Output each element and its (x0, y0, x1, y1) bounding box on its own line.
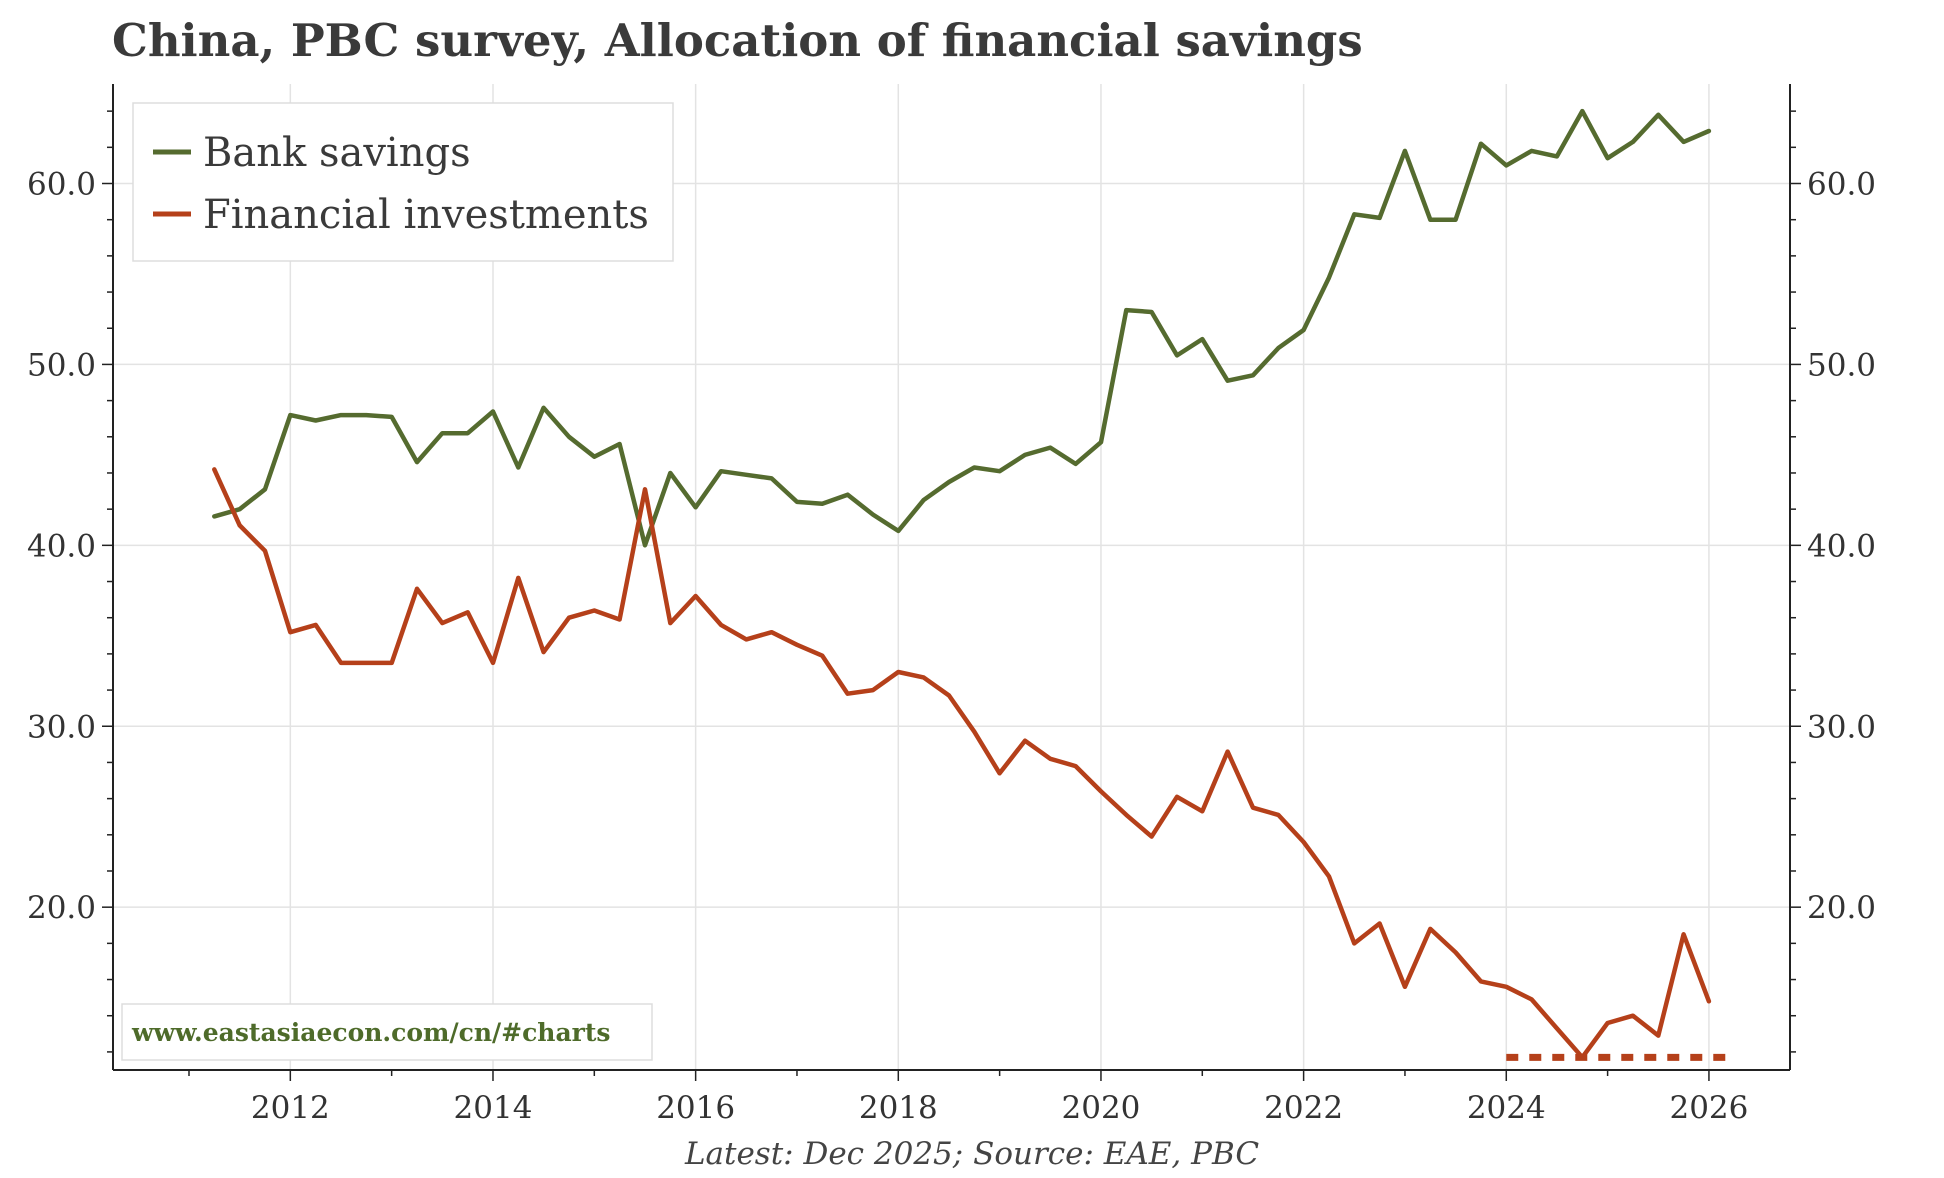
watermark-text: www.eastasiaecon.com/cn/#charts (131, 1018, 610, 1047)
y-left-tick-label: 40.0 (27, 528, 96, 564)
x-tick-label: 2016 (656, 1090, 735, 1126)
series-line-financial-investments (212, 467, 1712, 1060)
chart-footer-source: Latest: Dec 2025; Source: EAE, PBC (684, 1136, 1260, 1172)
axis-layer: 2012 2014 2016 2018 2020 2022 2024 2026 20.0 20.0… (27, 84, 1876, 1126)
y-right-tick-label: 50.0 (1807, 347, 1876, 383)
y-left-tick-label: 20.0 (27, 890, 96, 926)
legend-label-bank-savings: Bank savings (203, 130, 471, 176)
y-left-tick-label: 50.0 (27, 347, 96, 383)
x-tick-label: 2024 (1467, 1090, 1546, 1126)
legend-label-financial-investments: Financial investments (203, 192, 649, 238)
y-left-tick-label: 60.0 (27, 167, 96, 203)
watermark-box (121, 1003, 653, 1061)
x-tick-label: 2022 (1264, 1090, 1343, 1126)
y-right-tick-label: 40.0 (1807, 528, 1876, 564)
x-tick-label: 2012 (251, 1090, 330, 1126)
x-tick-label: 2014 (454, 1090, 533, 1126)
watermark-link[interactable]: www.eastasiaecon.com/cn/#charts (121, 1003, 653, 1061)
series-layer (212, 108, 1735, 1061)
legend-box (132, 102, 674, 262)
grid-layer (113, 84, 1790, 1070)
x-tick-label: 2020 (1062, 1090, 1141, 1126)
x-tick-label: 2026 (1669, 1090, 1748, 1126)
series-line-bank-savings (212, 108, 1712, 548)
y-left-tick-label: 30.0 (27, 709, 96, 745)
y-right-tick-label: 60.0 (1807, 167, 1876, 203)
y-right-tick-label: 30.0 (1807, 709, 1876, 745)
y-right-tick-label: 20.0 (1807, 890, 1876, 926)
x-tick-label: 2018 (859, 1090, 938, 1126)
chart-title: China, PBC survey, Allocation of financi… (112, 14, 1363, 67)
legend: Bank savings Financial investments (132, 102, 674, 262)
